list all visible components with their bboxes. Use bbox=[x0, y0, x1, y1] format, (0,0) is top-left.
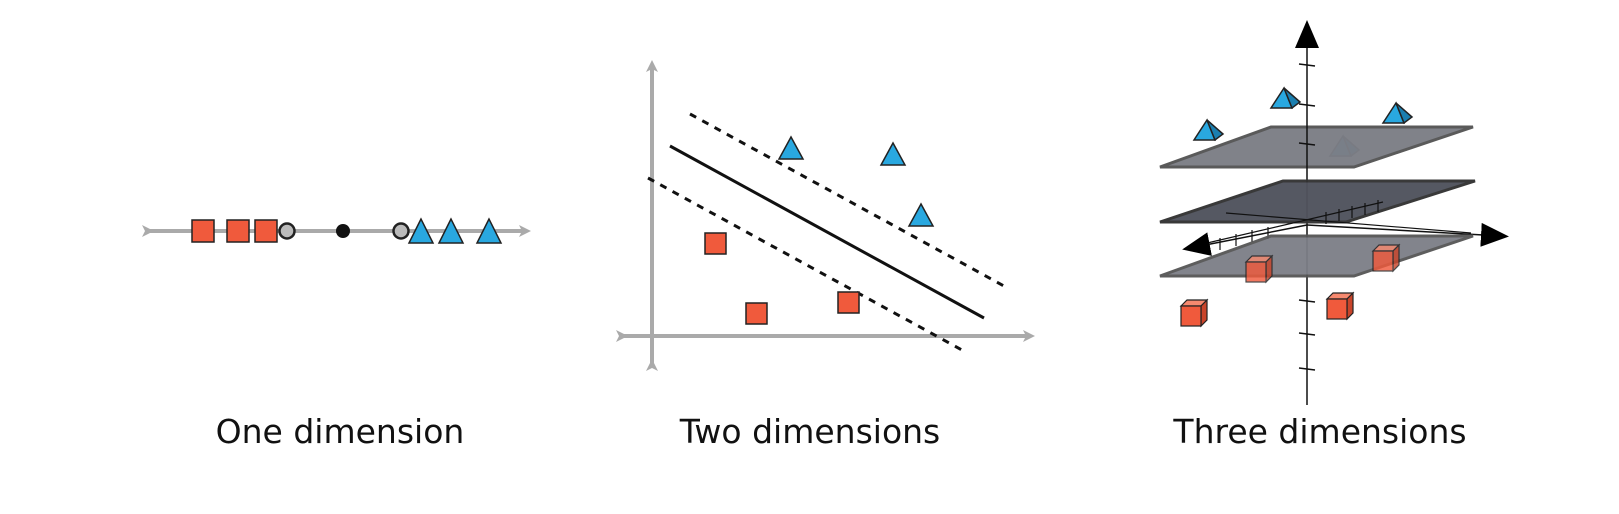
two-dimensions-panel bbox=[616, 60, 1035, 371]
triangle-marker bbox=[879, 141, 907, 166]
triangle-marker bbox=[907, 202, 935, 227]
cube-marker bbox=[1325, 291, 1355, 321]
square-marker bbox=[704, 232, 727, 255]
three-dimensions-caption: Three dimensions bbox=[1173, 412, 1467, 451]
square-marker bbox=[254, 219, 278, 243]
threshold-point bbox=[336, 224, 350, 238]
support-point-circle bbox=[278, 222, 296, 240]
decision-boundary-line bbox=[669, 144, 985, 320]
triangle-marker bbox=[777, 135, 805, 160]
lower-margin-plane bbox=[1159, 234, 1474, 278]
cube-marker bbox=[1371, 243, 1401, 273]
three-dimensions-panel bbox=[1159, 20, 1509, 405]
lower-margin-line bbox=[647, 176, 963, 352]
square-marker bbox=[191, 219, 215, 243]
x-axis-3d bbox=[1306, 222, 1509, 247]
two-dimensions-caption: Two dimensions bbox=[679, 412, 941, 451]
x-axis-3d-back bbox=[1225, 212, 1472, 234]
square-marker bbox=[745, 302, 768, 325]
pyramid-marker bbox=[1381, 101, 1414, 125]
triangle-marker bbox=[437, 217, 465, 244]
square-marker bbox=[837, 291, 860, 314]
pyramid-marker bbox=[1192, 118, 1225, 142]
one-dimension-panel bbox=[142, 217, 531, 244]
triangle-marker bbox=[475, 217, 503, 244]
upper-margin-line bbox=[689, 112, 1005, 288]
square-marker bbox=[226, 219, 250, 243]
y-axis-3d bbox=[1189, 201, 1384, 248]
cube-marker bbox=[1244, 254, 1274, 284]
cube-marker bbox=[1179, 298, 1209, 328]
support-point-circle bbox=[392, 222, 410, 240]
y-axis-3d-front bbox=[1182, 224, 1308, 256]
pyramid-marker bbox=[1269, 86, 1302, 110]
decision-boundary-plane bbox=[1159, 179, 1476, 224]
z-axis-ticks bbox=[1298, 63, 1316, 371]
one-dimension-caption: One dimension bbox=[215, 412, 465, 451]
upper-margin-plane bbox=[1159, 125, 1474, 169]
triangle-marker bbox=[407, 217, 435, 244]
